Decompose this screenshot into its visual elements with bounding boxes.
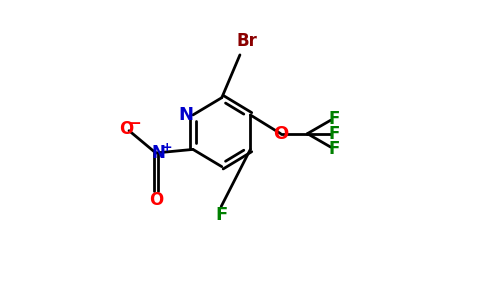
Text: −: − [129,116,141,131]
Text: O: O [149,191,163,209]
Text: F: F [329,125,340,143]
Text: F: F [215,206,227,224]
Text: F: F [329,110,340,128]
Text: Br: Br [237,32,257,50]
Text: O: O [273,125,288,143]
Text: N: N [178,106,193,124]
Text: +: + [162,140,172,154]
Text: O: O [119,120,133,138]
Text: F: F [329,140,340,158]
Text: N: N [152,144,166,162]
